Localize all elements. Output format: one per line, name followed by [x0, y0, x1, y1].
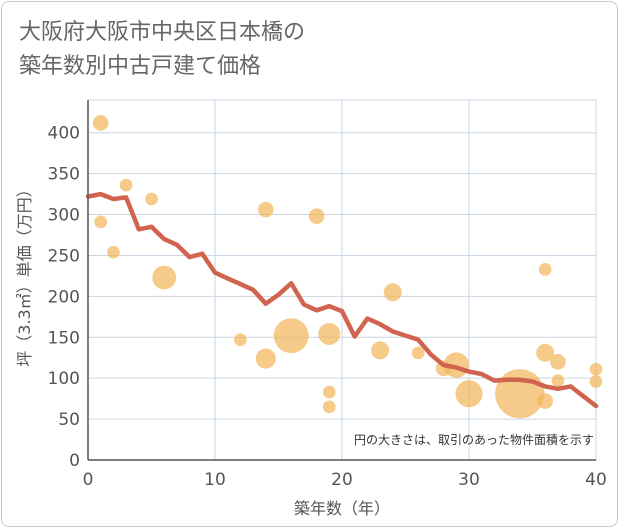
data-bubble — [411, 346, 425, 360]
data-bubble — [94, 215, 108, 229]
x-tick-label: 10 — [204, 470, 226, 490]
data-bubble — [92, 115, 109, 131]
chart-title: 大阪府大阪市中央区日本橋の 築年数別中古戸建て価格 — [19, 16, 305, 84]
data-bubble — [536, 343, 555, 362]
x-tick-label: 40 — [585, 470, 607, 490]
data-bubble — [273, 318, 309, 354]
y-tick-label: 50 — [58, 410, 80, 430]
x-tick-label: 20 — [331, 470, 353, 490]
y-tick-label: 0 — [69, 451, 80, 471]
bubble-series — [92, 115, 603, 419]
y-tick-label: 150 — [48, 328, 80, 348]
data-bubble — [318, 322, 341, 346]
x-tick-label: 0 — [83, 470, 94, 490]
y-tick-label: 300 — [48, 206, 80, 226]
x-axis-label: 築年数（年） — [294, 499, 390, 518]
average-price-line-group — [85, 191, 599, 409]
data-bubble — [322, 385, 336, 399]
data-bubble — [550, 354, 566, 370]
y-tick-label: 100 — [48, 369, 80, 389]
data-bubble — [383, 283, 402, 302]
data-bubble — [495, 369, 545, 419]
data-bubble — [258, 201, 274, 218]
data-bubble — [538, 263, 552, 276]
y-axis-label: 坪（3.3㎡）単価（万円） — [15, 181, 34, 366]
title-line-1: 大阪府大阪市中央区日本橋の — [19, 20, 306, 45]
data-bubble — [145, 192, 158, 206]
data-bubble — [322, 400, 336, 414]
data-bubble — [234, 333, 247, 347]
average-price-line — [85, 191, 599, 409]
title-line-2: 築年数別中古戸建て価格 — [19, 54, 262, 79]
data-bubble — [152, 265, 177, 290]
data-bubble — [589, 362, 603, 376]
bubble-size-note: 円の大きさは、取引のあった物件面積を示す — [354, 432, 594, 447]
y-tick-label: 350 — [48, 165, 80, 185]
data-bubble — [119, 178, 133, 192]
x-tick-label: 30 — [458, 470, 480, 490]
data-bubble — [371, 341, 390, 360]
axes — [87, 100, 596, 461]
data-bubble — [589, 375, 603, 388]
data-bubble — [551, 374, 565, 387]
data-bubble — [308, 208, 325, 224]
data-bubble — [255, 348, 276, 369]
data-bubble — [455, 380, 483, 408]
data-bubble — [107, 245, 120, 259]
y-tick-label: 400 — [48, 124, 80, 144]
y-tick-label: 200 — [48, 287, 80, 307]
y-tick-label: 250 — [48, 246, 80, 266]
data-bubble — [537, 393, 553, 409]
